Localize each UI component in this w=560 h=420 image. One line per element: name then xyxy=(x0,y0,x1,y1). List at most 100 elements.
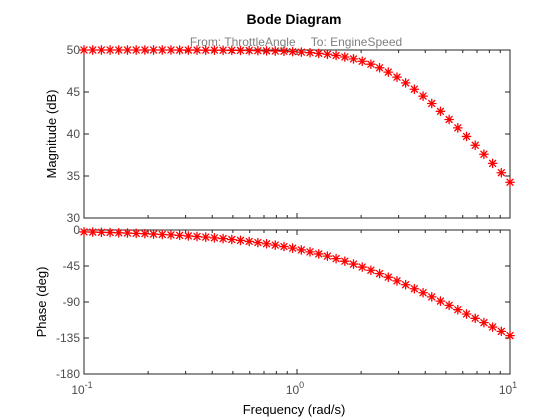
phase-data-point xyxy=(409,283,420,294)
phase-ytick-label: 0 xyxy=(73,223,80,237)
magnitude-data-point xyxy=(331,50,341,61)
magnitude-data-point xyxy=(400,77,411,88)
magnitude-data-point xyxy=(200,45,211,56)
magnitude-data-point xyxy=(296,47,307,57)
subtitle-from: From: ThrottleAngle xyxy=(190,35,296,49)
magnitude-data-point xyxy=(435,106,446,117)
phase-ytick-label: -135 xyxy=(56,331,80,345)
phase-data-point xyxy=(105,227,115,238)
phase-data-point xyxy=(79,227,89,237)
magnitude-data-point xyxy=(487,158,498,169)
phase-data-point xyxy=(244,236,255,247)
phase-data-point xyxy=(157,229,168,240)
magnitude-data-point xyxy=(235,45,246,56)
phase-data-point xyxy=(496,326,507,337)
magnitude-data-point xyxy=(470,140,481,151)
phase-data-point xyxy=(374,268,385,279)
magnitude-data-point xyxy=(305,47,315,58)
chart-subtitle: From: ThrottleAngle To: EngineSpeed xyxy=(190,35,402,49)
magnitude-plot-frame xyxy=(83,49,511,219)
magnitude-data-point xyxy=(357,56,368,67)
magnitude-data-point xyxy=(183,45,194,55)
magnitude-data-point xyxy=(192,45,202,55)
phase-data-point xyxy=(452,304,463,315)
phase-data-point xyxy=(357,262,368,272)
phase-data-point xyxy=(200,232,211,242)
phase-data-point xyxy=(322,251,333,262)
magnitude-data-point xyxy=(261,45,272,56)
phase-ytick-label: -45 xyxy=(63,259,81,273)
magnitude-data-point xyxy=(496,167,507,178)
phase-data-point xyxy=(218,233,228,244)
magnitude-panel: 30 35 40 45 50 xyxy=(67,43,515,225)
phase-data-point xyxy=(331,253,341,264)
magnitude-data-point xyxy=(113,45,124,55)
phase-data-point xyxy=(122,228,133,238)
phase-ytick-label: -180 xyxy=(56,367,80,381)
phase-data-point xyxy=(461,309,472,319)
phase-data-point xyxy=(366,265,376,276)
phase-data-point xyxy=(261,238,272,249)
magnitude-ytick-label: 40 xyxy=(67,127,81,141)
magnitude-data-point xyxy=(122,45,133,55)
magnitude-data-point xyxy=(174,45,185,55)
phase-data-point xyxy=(166,230,176,240)
magnitude-data-point xyxy=(287,46,298,57)
magnitude-data-point xyxy=(505,177,515,188)
magnitude-data-point xyxy=(426,98,437,109)
phase-data-point xyxy=(487,322,498,332)
magnitude-data-point xyxy=(409,84,420,95)
magnitude-data-point xyxy=(339,52,350,62)
phase-data-point xyxy=(226,234,237,245)
phase-data-point xyxy=(383,272,394,283)
magnitude-data-point xyxy=(96,45,107,55)
phase-data-point xyxy=(426,292,437,302)
magnitude-ytick-label: 35 xyxy=(67,169,81,183)
magnitude-data-point xyxy=(313,48,324,59)
phase-data-point xyxy=(183,231,194,241)
phase-data-point xyxy=(392,276,402,286)
chart-title: Bode Diagram xyxy=(247,11,342,27)
magnitude-data-point xyxy=(166,45,176,55)
magnitude-data-point xyxy=(366,59,376,70)
magnitude-data-point xyxy=(270,46,281,56)
phase-data-point xyxy=(131,228,142,239)
magnitude-data-point xyxy=(140,45,150,55)
subtitle-to: To: EngineSpeed xyxy=(311,35,402,49)
phase-data-point xyxy=(339,256,350,267)
xtick-label: 101 xyxy=(499,380,517,397)
magnitude-ytick-label: 50 xyxy=(67,43,81,57)
xtick-label: 10-1 xyxy=(71,380,92,397)
phase-data-point xyxy=(96,227,107,238)
magnitude-data-point xyxy=(148,45,159,55)
phase-data-point xyxy=(174,230,185,241)
magnitude-ytick-label: 45 xyxy=(67,85,81,99)
magnitude-data-point xyxy=(392,72,402,82)
phase-panel: -180 -135 -90 -45 0 xyxy=(56,223,515,381)
phase-data-point xyxy=(235,235,246,246)
phase-data-point xyxy=(400,279,411,290)
magnitude-data-point xyxy=(79,45,89,55)
magnitude-data-point xyxy=(226,45,237,56)
magnitude-data-point xyxy=(452,123,463,133)
magnitude-data-point xyxy=(444,114,454,125)
phase-data-point xyxy=(305,246,315,257)
phase-data-point xyxy=(435,296,446,306)
phase-data-point xyxy=(296,245,307,255)
magnitude-data-point xyxy=(383,67,394,77)
magnitude-data-point xyxy=(348,54,359,64)
phase-data-point xyxy=(148,229,159,239)
phase-data-point xyxy=(270,240,281,250)
phase-data-point xyxy=(470,313,481,324)
magnitude-data-point xyxy=(253,45,263,56)
magnitude-data-point xyxy=(209,45,220,56)
magnitude-data-point xyxy=(418,91,428,101)
phase-data-point xyxy=(253,237,263,248)
phase-data-point xyxy=(209,232,220,243)
phase-data-point xyxy=(87,227,98,237)
phase-data-point xyxy=(192,231,202,242)
magnitude-data-point xyxy=(461,131,472,142)
phase-data-point xyxy=(418,287,428,298)
phase-data-point xyxy=(279,241,289,252)
